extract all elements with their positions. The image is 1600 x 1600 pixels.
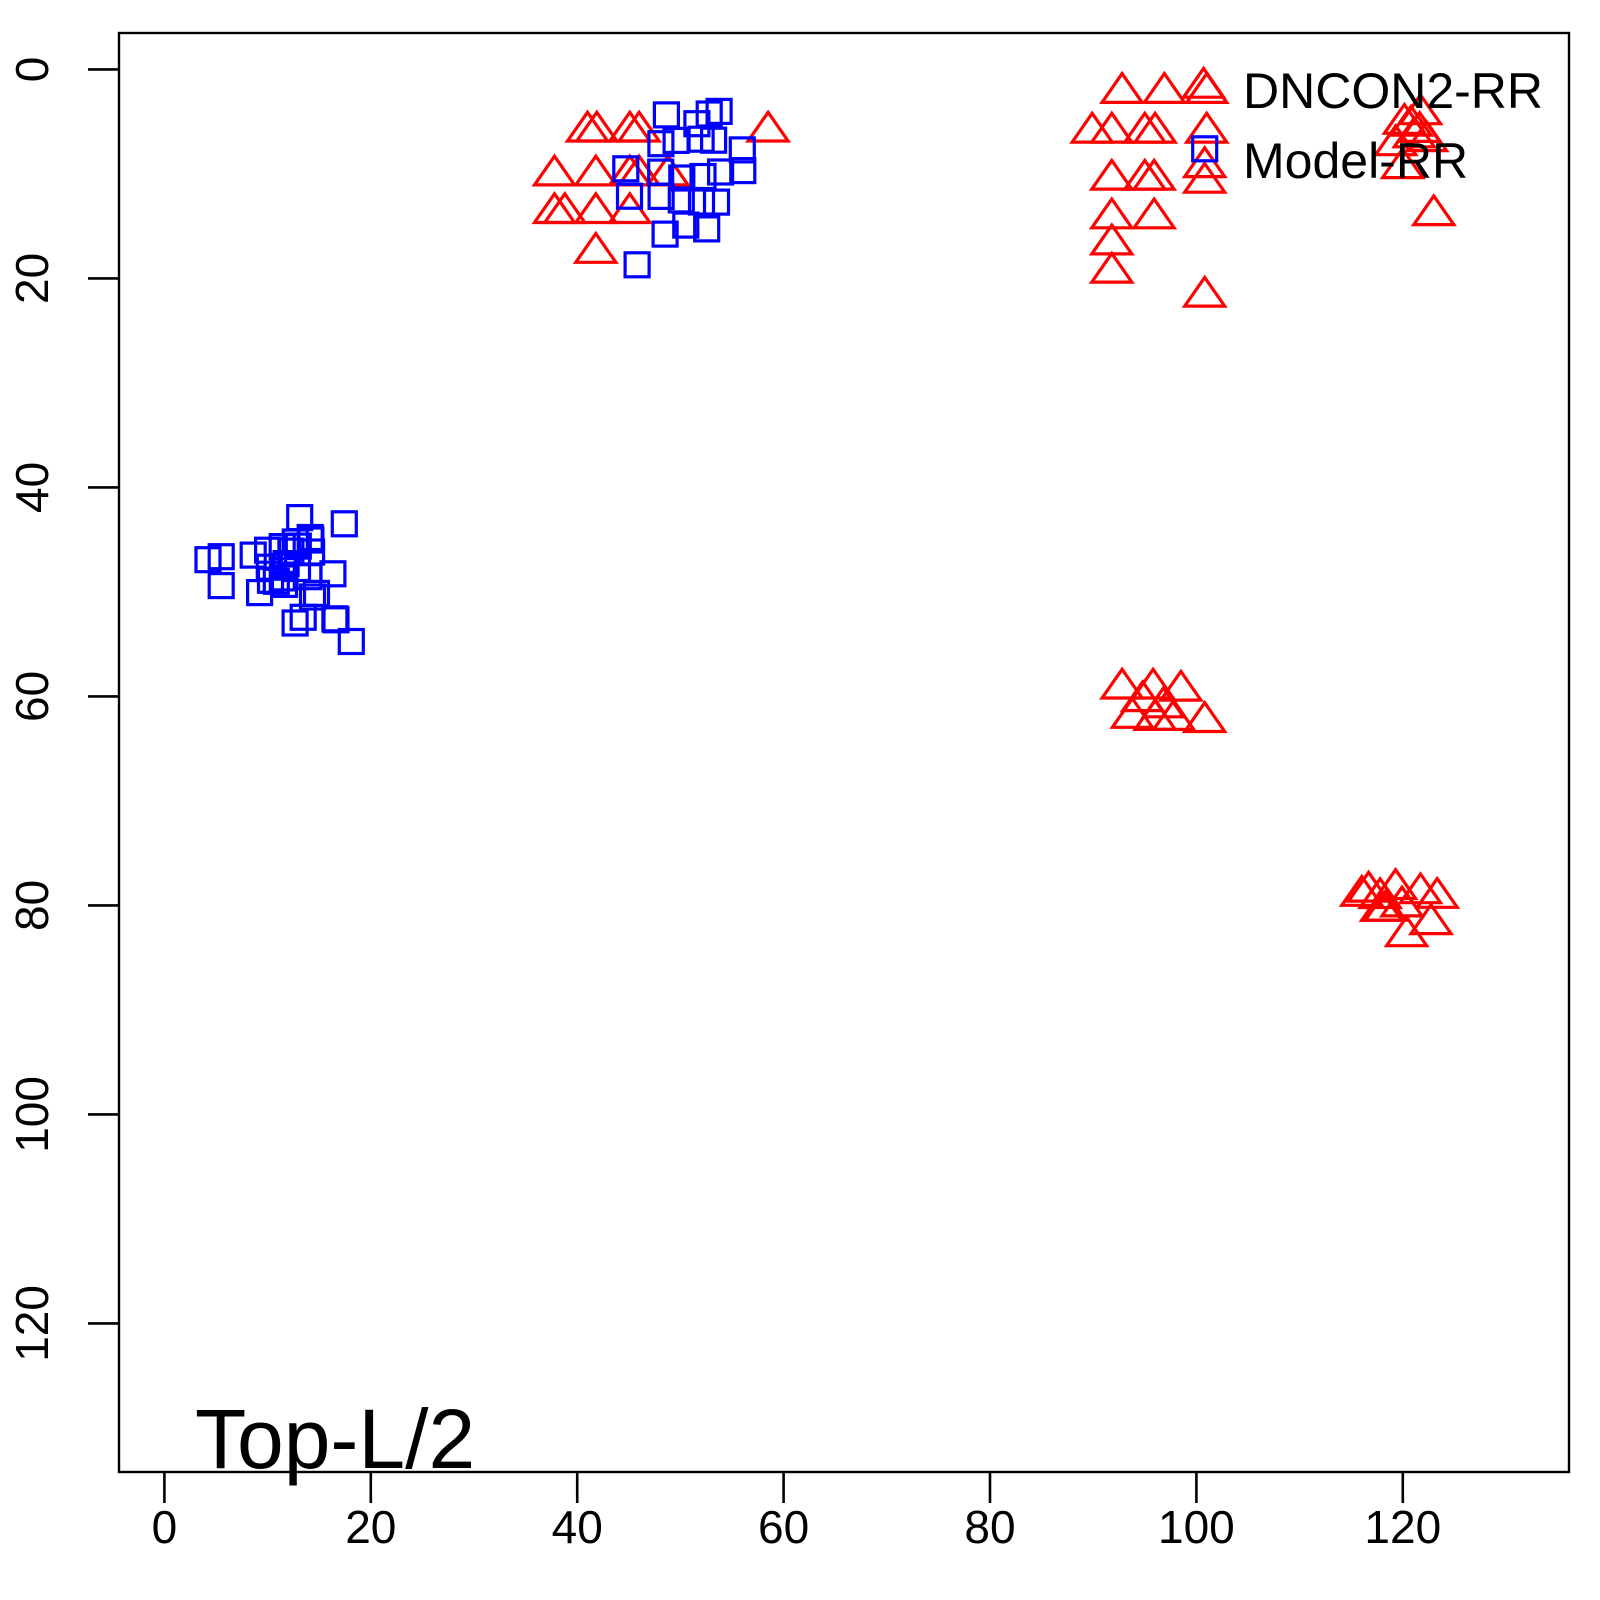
svg-text:20: 20 [6,253,58,304]
svg-text:60: 60 [6,671,58,722]
svg-text:120: 120 [1364,1501,1441,1553]
svg-text:DNCON2-RR: DNCON2-RR [1243,63,1543,119]
svg-text:100: 100 [1158,1501,1235,1553]
svg-text:100: 100 [6,1076,58,1153]
svg-text:0: 0 [152,1501,178,1553]
svg-text:20: 20 [345,1501,396,1553]
svg-text:40: 40 [6,462,58,513]
svg-text:40: 40 [552,1501,603,1553]
svg-text:Top-L/2: Top-L/2 [195,1392,475,1486]
svg-text:120: 120 [6,1285,58,1362]
svg-text:60: 60 [758,1501,809,1553]
svg-text:80: 80 [6,880,58,931]
svg-text:80: 80 [964,1501,1015,1553]
svg-text:0: 0 [6,57,58,83]
svg-text:Model-RR: Model-RR [1243,133,1468,189]
